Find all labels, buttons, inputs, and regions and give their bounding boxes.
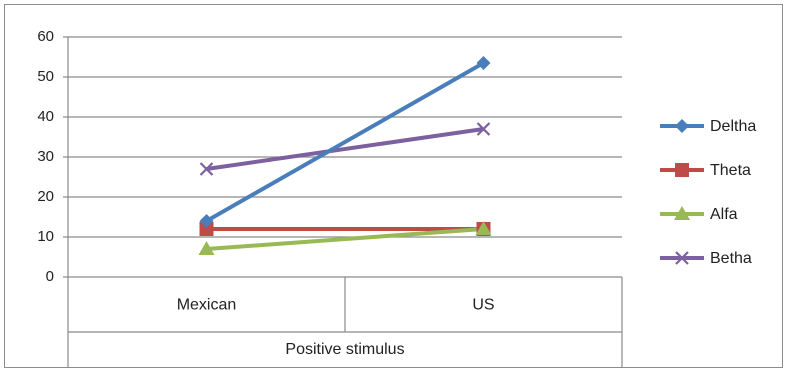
y-tick-label: 30 [37,148,54,165]
chart-frame [4,4,783,368]
legend-label-deltha: Deltha [710,118,756,135]
data-point-betha [199,162,214,176]
legend-marker-betha [675,251,689,265]
y-tick-label: 10 [37,228,54,245]
x-category-label: US [472,297,494,314]
data-point-betha [476,122,491,136]
legend-label-betha: Betha [710,250,752,267]
x-group-label: Positive stimulus [285,341,404,358]
data-point-deltha [199,214,214,228]
data-point-theta [199,222,214,236]
data-point-deltha [476,56,491,70]
legend-label-theta: Theta [710,162,751,179]
y-tick-label: 0 [46,268,54,285]
data-point-alfa [475,221,492,235]
series-line-betha [206,127,484,171]
y-tick-label: 40 [37,108,54,125]
x-category-label: Mexican [177,297,237,314]
y-tick-label: 60 [37,28,54,45]
legend-marker-deltha [675,119,689,133]
y-tick-label: 50 [37,68,54,85]
y-tick-label: 20 [37,188,54,205]
legend-marker-alfa [674,206,690,220]
legend-marker-theta [675,163,689,177]
series-line-deltha [205,61,485,223]
legend-label-alfa: Alfa [710,206,738,223]
series-line-alfa [206,227,484,251]
data-point-alfa [198,241,215,255]
